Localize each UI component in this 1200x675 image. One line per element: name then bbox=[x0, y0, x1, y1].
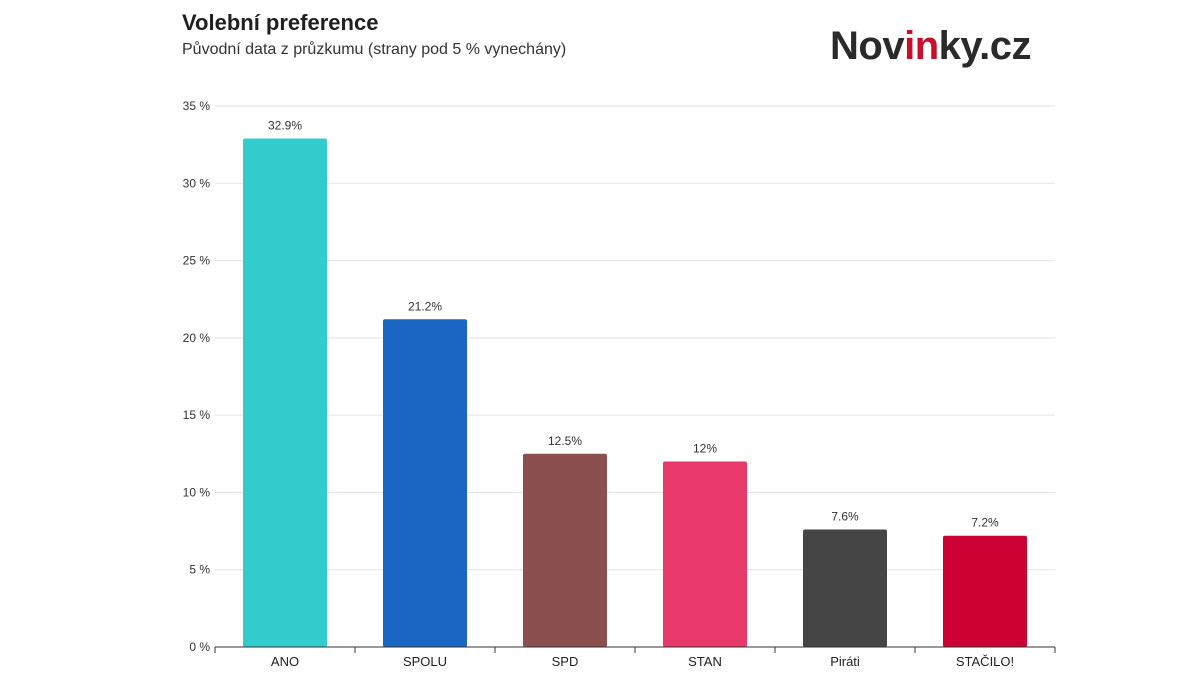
y-tick-label: 35 % bbox=[183, 99, 211, 113]
y-tick-label: 25 % bbox=[183, 254, 211, 268]
logo-text-start: Nov bbox=[830, 24, 905, 68]
y-tick-label: 20 % bbox=[183, 331, 211, 345]
x-axis: ANO SPOLU SPD STAN Piráti STAČILO! bbox=[214, 646, 1056, 669]
chart-subtitle: Původní data z průzkumu (strany pod 5 % … bbox=[182, 41, 567, 58]
x-tick-label: ANO bbox=[271, 654, 299, 669]
x-tick-label: STAČILO! bbox=[956, 654, 1014, 669]
x-tick-label: SPD bbox=[552, 654, 579, 669]
logo-text-accent: in bbox=[904, 24, 939, 68]
x-tick-label: SPOLU bbox=[403, 654, 447, 669]
y-tick-label: 15 % bbox=[183, 408, 211, 422]
chart-title: Volební preference bbox=[182, 10, 379, 35]
data-label: 12% bbox=[693, 442, 717, 456]
x-tick-label: Piráti bbox=[830, 654, 860, 669]
data-label: 32.9% bbox=[268, 118, 302, 132]
bar-stan bbox=[663, 461, 747, 647]
y-tick-label: 30 % bbox=[183, 176, 211, 190]
y-tick-label: 0 % bbox=[189, 640, 210, 654]
grid-lines bbox=[215, 105, 1055, 571]
bar-spd bbox=[523, 453, 607, 647]
y-tick-label: 10 % bbox=[183, 485, 211, 499]
bars bbox=[243, 138, 1027, 647]
data-label: 12.5% bbox=[548, 434, 582, 448]
bar-pirti bbox=[803, 529, 887, 647]
bar-ano bbox=[243, 138, 327, 647]
data-label: 7.6% bbox=[831, 510, 859, 524]
data-label: 7.2% bbox=[971, 516, 999, 530]
logo-text-end: ky.cz bbox=[938, 24, 1032, 68]
data-label: 21.2% bbox=[408, 299, 442, 313]
x-tick-label: STAN bbox=[688, 654, 722, 669]
y-axis-ticks: 0 % 5 % 10 % 15 % 20 % 25 % 30 % 35 % bbox=[183, 99, 211, 654]
bar-spolu bbox=[383, 319, 467, 647]
bar-stailo bbox=[943, 535, 1027, 647]
y-tick-label: 5 % bbox=[189, 563, 210, 577]
value-labels: 32.9% 21.2% 12.5% 12% 7.6% 7.2% bbox=[268, 118, 999, 529]
novinky-logo: Novinky.cz bbox=[830, 24, 1032, 68]
